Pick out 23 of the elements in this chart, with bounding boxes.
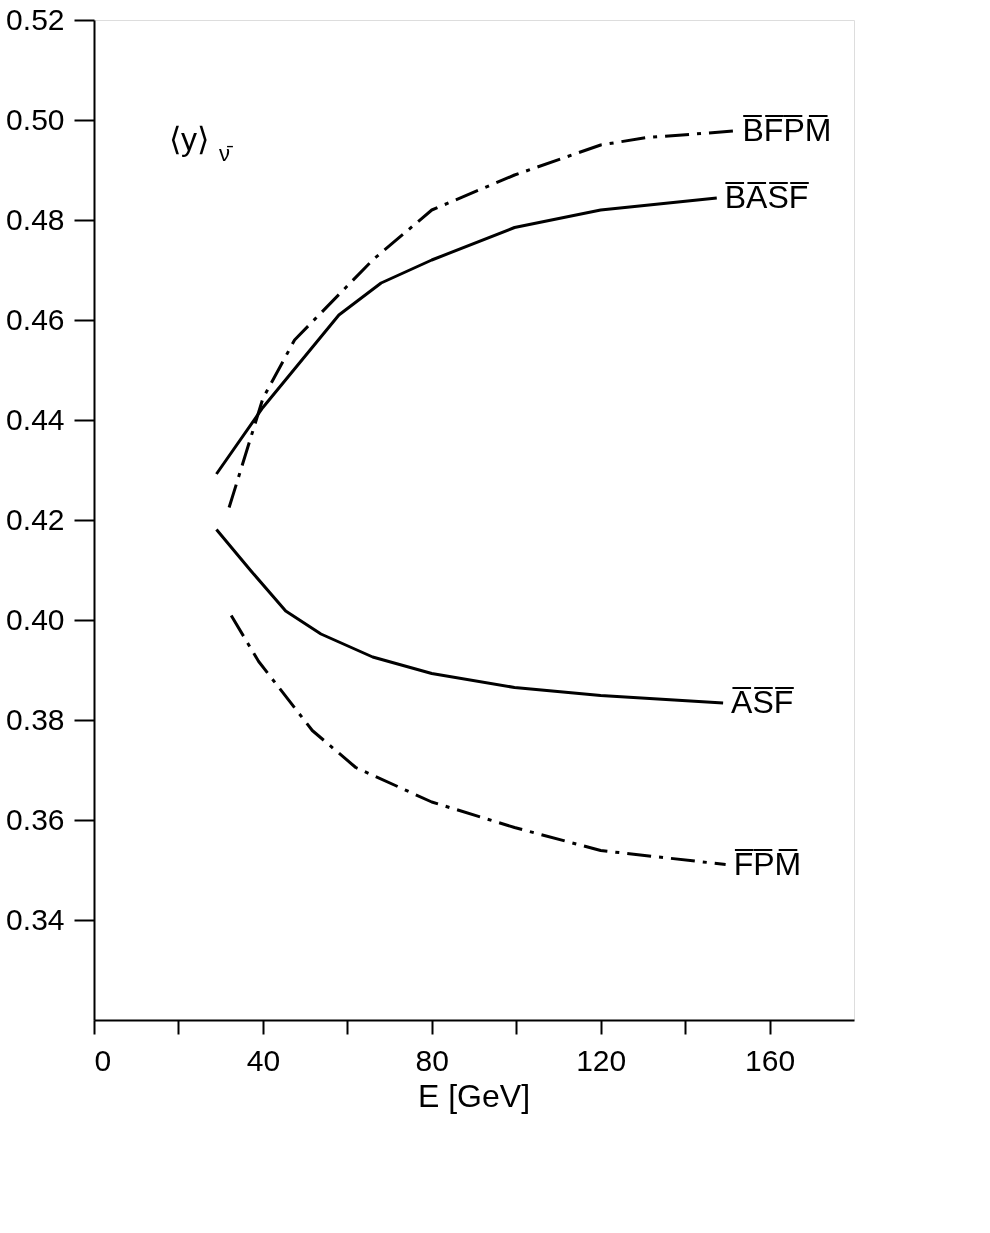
y-tick-label: 0.42	[6, 502, 65, 536]
y-tick-label: 0.46	[6, 302, 65, 336]
x-tick-label: 40	[246, 1043, 281, 1077]
y-tick-label: 0.50	[6, 102, 65, 136]
y-tick-label: 0.52	[6, 2, 65, 36]
y-tick-label: 0.40	[6, 602, 65, 636]
series-label: A̅S̅F̅	[731, 684, 795, 720]
series-label: F̅P̅M̅	[733, 845, 802, 882]
annotation: ⟨y⟩ν̄	[169, 121, 233, 166]
x-tick-label: 0	[94, 1043, 112, 1077]
line-series	[229, 614, 728, 866]
y-tick-label: 0.34	[6, 902, 65, 936]
x-tick-label: 160	[745, 1043, 796, 1077]
x-tick-label: 120	[576, 1043, 627, 1077]
x-axis-title: E [GeV]	[417, 1078, 531, 1114]
y-tick-label: 0.36	[6, 802, 65, 836]
x-tick-label: 80	[415, 1043, 449, 1077]
y-tick-label: 0.38	[6, 702, 65, 736]
y-tick-label: 0.44	[6, 402, 65, 436]
series-label: B̅F̅P̅M̅	[742, 112, 832, 148]
series-label: B̅A̅S̅F̅	[724, 179, 810, 215]
y-tick-label: 0.48	[6, 202, 65, 236]
line-series	[214, 528, 725, 705]
